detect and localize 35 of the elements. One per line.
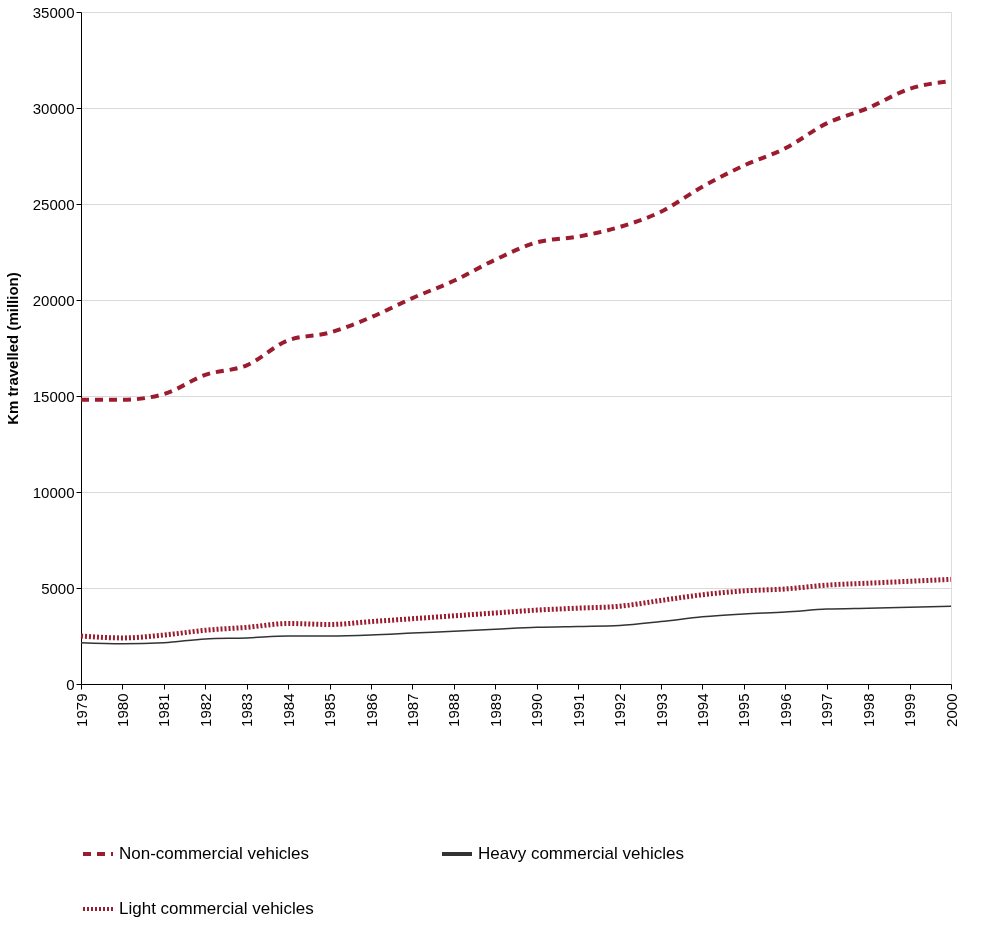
y-tick-label: 25000 <box>32 195 75 213</box>
y-axis-title: Km travelled (million) <box>3 272 21 425</box>
y-tick-label: 20000 <box>32 291 75 309</box>
legend-label: Non-commercial vehicles <box>119 844 309 863</box>
x-tick-label: 1980 <box>113 693 131 727</box>
x-tick-label: 1983 <box>238 693 256 727</box>
y-tick-label: 15000 <box>32 387 75 405</box>
x-tick-label: 1985 <box>321 693 339 727</box>
x-tick-label: 1989 <box>486 693 504 727</box>
x-tick-label: 1987 <box>403 693 421 727</box>
x-tick-label: 1999 <box>901 693 919 727</box>
x-tick-label: 1984 <box>279 693 297 727</box>
y-tick-label: 5000 <box>41 579 75 597</box>
x-tick-label: 1988 <box>445 693 463 727</box>
x-tick-label: 1995 <box>735 693 753 727</box>
y-tick-label: 0 <box>66 675 75 693</box>
x-tick-label: 1981 <box>155 693 173 727</box>
x-tick-label: 1986 <box>362 693 380 727</box>
x-tick-label: 1992 <box>611 693 629 727</box>
x-tick-label: 1994 <box>693 693 711 727</box>
x-tick-label: 1982 <box>196 693 214 727</box>
y-tick-label: 30000 <box>32 99 75 117</box>
y-tick-label: 10000 <box>32 483 75 501</box>
x-tick-label: 1997 <box>818 693 836 727</box>
x-tick-label: 1991 <box>569 693 587 727</box>
legend-label: Light commercial vehicles <box>119 899 314 918</box>
y-tick-label: 35000 <box>32 3 75 21</box>
x-tick-label: 1990 <box>528 693 546 727</box>
x-tick-label: 1996 <box>776 693 794 727</box>
line-series <box>80 605 952 645</box>
x-tick-label: 2000 <box>942 693 960 727</box>
x-tick-label: 1979 <box>72 693 90 727</box>
legend-label: Heavy commercial vehicles <box>478 844 684 863</box>
x-tick-label: 1998 <box>859 693 877 727</box>
x-tick-label: 1993 <box>652 693 670 727</box>
